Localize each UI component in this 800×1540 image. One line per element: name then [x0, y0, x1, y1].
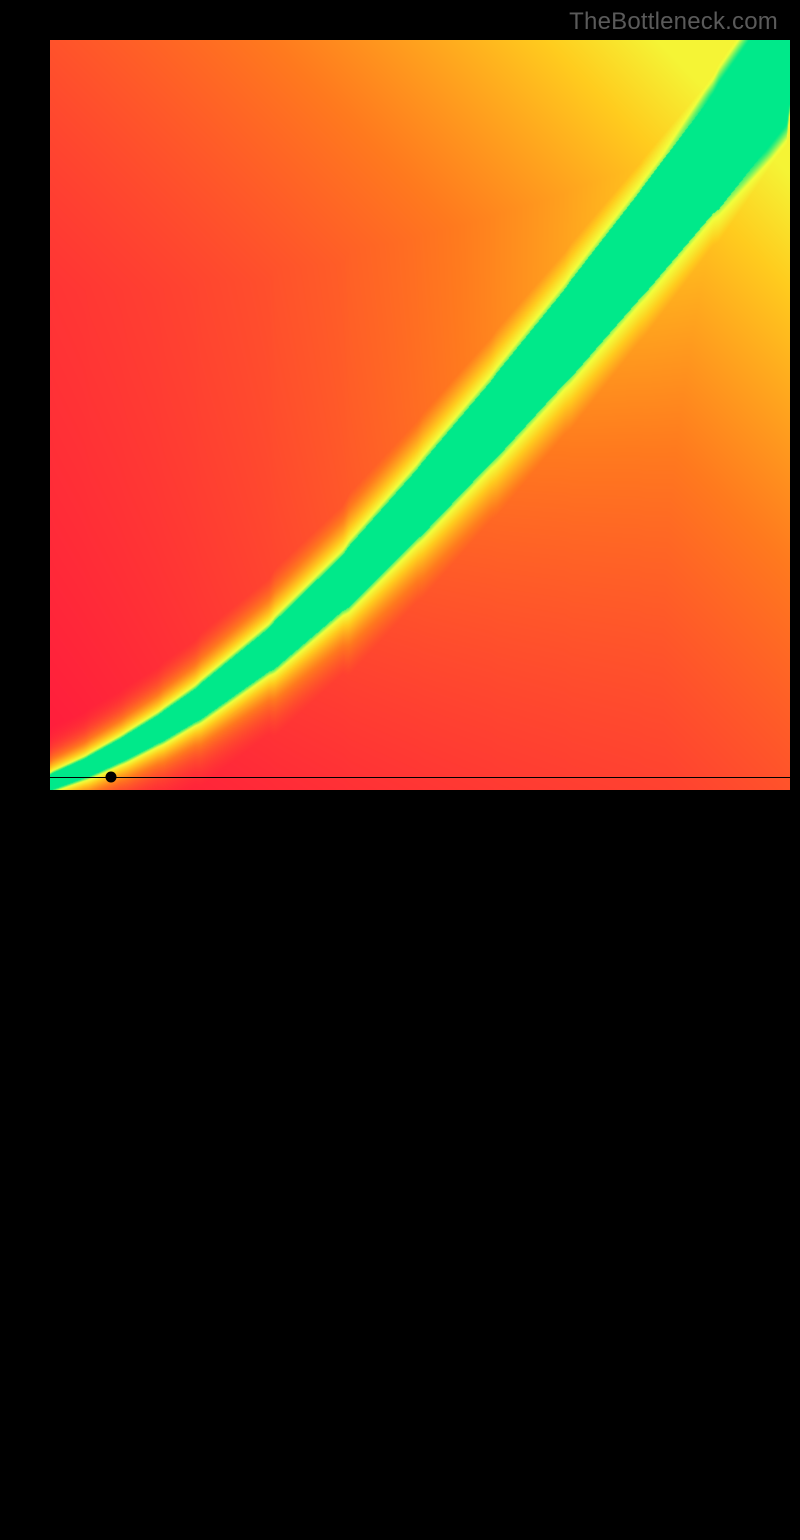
- crosshair-vertical: [111, 790, 112, 1540]
- crosshair-marker: [106, 771, 117, 782]
- watermark-text: TheBottleneck.com: [569, 8, 778, 36]
- bottleneck-heatmap: [50, 40, 790, 790]
- heatmap-canvas: [50, 40, 790, 790]
